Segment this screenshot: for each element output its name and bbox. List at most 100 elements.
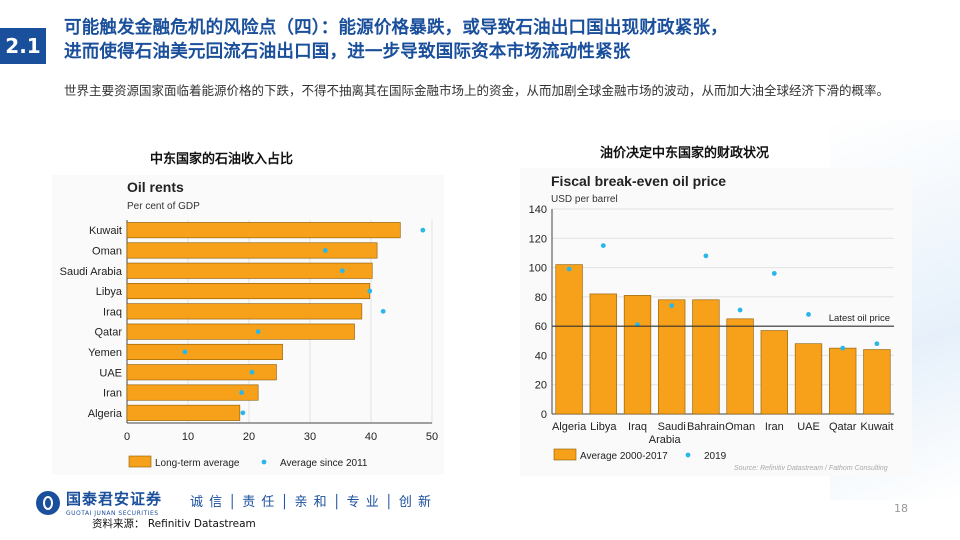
category-label: Oman bbox=[725, 421, 755, 433]
legend-bar-label: Average 2000-2017 bbox=[580, 451, 668, 462]
company-logo-icon bbox=[36, 490, 60, 515]
bar bbox=[658, 299, 686, 415]
dot-marker bbox=[771, 271, 777, 276]
y-tick-label: 100 bbox=[529, 263, 547, 275]
category-label: Kuwait bbox=[860, 421, 893, 433]
y-tick-label: 120 bbox=[529, 233, 547, 245]
chart-title: Fiscal break-even oil price bbox=[551, 173, 726, 189]
dot-marker bbox=[322, 248, 328, 253]
category-label-line: Bahrain bbox=[687, 421, 725, 433]
bar bbox=[126, 343, 283, 360]
bar bbox=[794, 343, 823, 415]
bar bbox=[126, 384, 259, 401]
bar bbox=[126, 283, 371, 300]
category-label-line: Algeria bbox=[552, 421, 587, 433]
dot-marker bbox=[367, 288, 373, 294]
left-panel-title: 中东国家的石油收入占比 bbox=[150, 152, 294, 167]
bar bbox=[126, 364, 277, 381]
category-label-line: Qatar bbox=[829, 421, 857, 433]
dot-marker bbox=[703, 253, 709, 259]
legend-bar-label: Long-term average bbox=[155, 458, 240, 469]
right-panel-title: 油价决定中东国家的财政状况 bbox=[600, 146, 770, 161]
breakeven-chart-panel: Fiscal break-even oil price USD per barre… bbox=[520, 168, 912, 476]
category-label: Iraq bbox=[628, 421, 647, 433]
dot-marker bbox=[566, 266, 572, 272]
dot-marker bbox=[380, 308, 386, 314]
dot-marker bbox=[669, 303, 675, 309]
slide-title-line2: 进而使得石油美元回流石油出口国，进一步导致国际资本市场流动性紧张 bbox=[64, 42, 631, 62]
bar bbox=[863, 349, 891, 415]
chart-source-note: Source: Refinitiv Datastream / Fathom Co… bbox=[734, 465, 888, 472]
company-logo: 国泰君安证券 GUOTAI JUNAN SECURITIES bbox=[36, 488, 162, 517]
section-number-badge: 2.1 bbox=[0, 28, 46, 64]
y-tick-label: 60 bbox=[535, 321, 547, 333]
y-tick-label: 40 bbox=[535, 350, 547, 362]
y-tick-label: 140 bbox=[529, 204, 547, 216]
legend-dot-label: Average since 2011 bbox=[280, 458, 368, 469]
company-name-en: GUOTAI JUNAN SECURITIES bbox=[66, 510, 159, 517]
dot-marker bbox=[240, 410, 246, 416]
bar bbox=[126, 262, 373, 279]
dot-marker bbox=[255, 329, 261, 335]
category-label: Qatar bbox=[829, 421, 857, 433]
x-tick-label: 30 bbox=[304, 431, 316, 443]
category-label: Libya bbox=[96, 286, 123, 298]
y-tick-label: 80 bbox=[535, 292, 547, 304]
company-name-cn: 国泰君安证券 bbox=[66, 490, 163, 508]
chart-title: Oil rents bbox=[127, 179, 184, 195]
bar bbox=[760, 330, 788, 415]
bar bbox=[126, 404, 241, 421]
legend-bar-swatch bbox=[128, 455, 152, 468]
bar bbox=[555, 264, 583, 415]
category-label: Qatar bbox=[94, 327, 122, 339]
bar bbox=[589, 293, 617, 415]
bar bbox=[126, 323, 355, 340]
bar bbox=[829, 347, 857, 415]
bar bbox=[692, 299, 720, 415]
legend-dot-swatch bbox=[261, 459, 267, 465]
y-tick-label: 0 bbox=[541, 409, 547, 421]
dot-marker bbox=[239, 390, 245, 395]
dot-marker bbox=[806, 312, 811, 317]
dot-marker bbox=[737, 307, 743, 313]
dot-marker bbox=[600, 243, 606, 249]
bar bbox=[726, 318, 754, 415]
chart-subtitle: Per cent of GDP bbox=[127, 201, 200, 212]
x-tick-label: 20 bbox=[243, 431, 255, 443]
category-label: Oman bbox=[92, 245, 122, 257]
y-tick-label: 20 bbox=[535, 380, 547, 392]
category-label: Saudi Arabia bbox=[649, 421, 686, 446]
category-label-line: Arabia bbox=[649, 434, 682, 446]
page-number: 18 bbox=[894, 502, 908, 515]
data-source: 资料来源： Refinitiv Datastream bbox=[92, 518, 256, 530]
legend-dot-swatch bbox=[685, 452, 691, 458]
dot-marker bbox=[420, 227, 426, 233]
x-tick-label: 40 bbox=[365, 431, 377, 443]
category-label-line: Iran bbox=[765, 421, 784, 433]
bar bbox=[126, 242, 378, 259]
category-label: Iran bbox=[765, 421, 784, 433]
category-label: Algeria bbox=[552, 421, 587, 433]
category-label: Algeria bbox=[88, 408, 123, 420]
category-label-line: Libya bbox=[590, 421, 617, 433]
dot-marker bbox=[874, 341, 880, 347]
category-label-line: Iraq bbox=[628, 421, 647, 433]
dot-marker bbox=[840, 345, 846, 351]
category-label: Yemen bbox=[88, 347, 122, 359]
category-label: Bahrain bbox=[687, 421, 725, 433]
x-tick-label: 10 bbox=[182, 431, 194, 443]
category-label-line: Saudi bbox=[658, 421, 686, 433]
company-slogan: 诚 信 │ 责 任 │ 亲 和 │ 专 业 │ 创 新 bbox=[190, 495, 433, 510]
dot-marker bbox=[249, 369, 255, 375]
category-label-line: Kuwait bbox=[860, 421, 893, 433]
intro-text: 世界主要资源国家面临着能源价格的下跌，不得不抽离其在国际金融市场上的资金，从而加… bbox=[64, 83, 890, 98]
oil-rents-chart: Oil rents Per cent of GDP 0 10 20 30 40 50 Kuwai… bbox=[60, 179, 439, 469]
slide-title-line1: 可能触发金融危机的风险点（四）：能源价格暴跌，或导致石油出口国出现财政紧张， bbox=[64, 18, 728, 38]
dot-marker bbox=[182, 349, 188, 355]
x-tick-label: 0 bbox=[124, 431, 130, 443]
bar bbox=[623, 295, 652, 415]
dot-marker bbox=[339, 268, 345, 274]
category-label: Libya bbox=[590, 421, 617, 433]
reference-line-label: Latest oil price bbox=[829, 313, 890, 324]
legend-dot-label: 2019 bbox=[704, 451, 727, 462]
